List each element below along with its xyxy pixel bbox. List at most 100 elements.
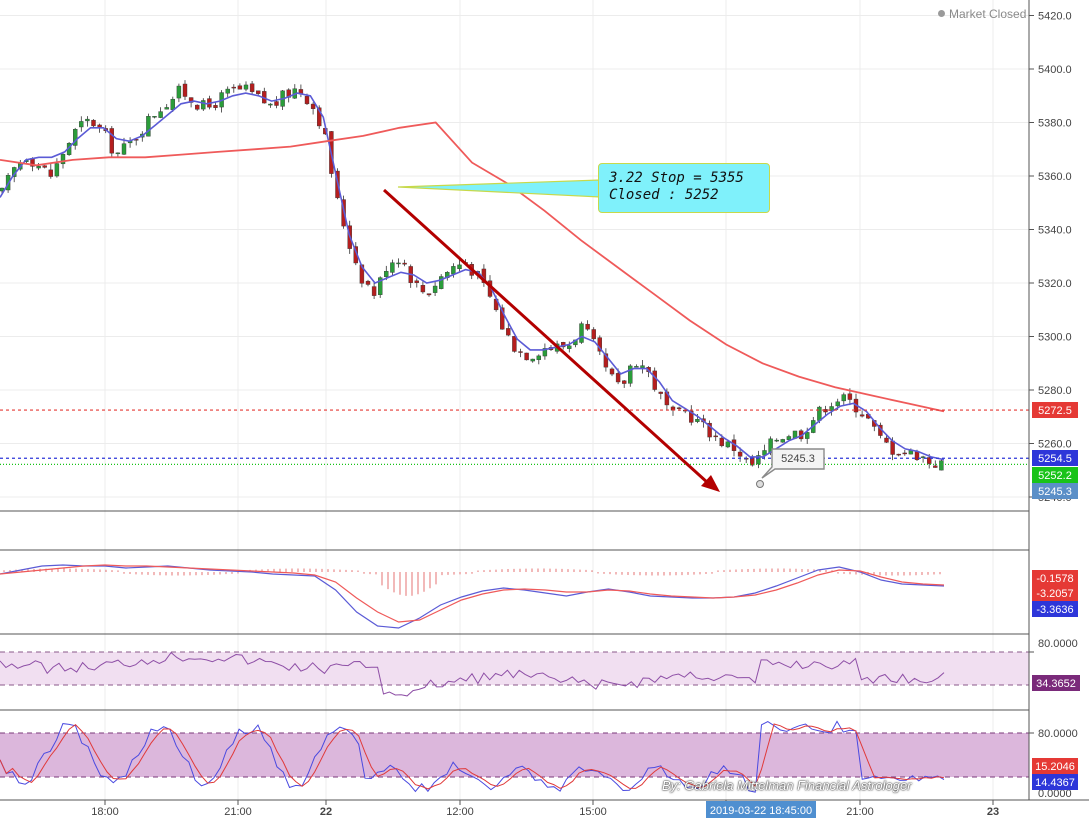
candle-bull (634, 366, 639, 368)
candle (274, 96, 279, 109)
candle-bull (115, 152, 121, 155)
time-tick-label: 22 (320, 806, 332, 818)
candle-bull (176, 85, 182, 99)
candle-bear (109, 128, 115, 154)
macd-value-label: -3.3636 (1036, 604, 1073, 616)
candle-bear (933, 465, 938, 468)
time-tick-label: 21:00 (846, 806, 874, 818)
price-tick-label: 5380.0 (1038, 118, 1072, 130)
candle (439, 274, 444, 290)
candle (243, 81, 249, 92)
candle (658, 391, 663, 400)
candle (225, 86, 230, 98)
candle (689, 405, 694, 426)
price-tag-label: 5245.3 (1038, 486, 1072, 498)
candle (194, 104, 200, 111)
candle-bull (396, 262, 401, 265)
candle-bear (420, 285, 426, 293)
crosshair-time-tag (706, 801, 816, 818)
candle-bear (609, 368, 615, 375)
candle (420, 280, 426, 294)
candle (530, 358, 535, 363)
candle (591, 327, 596, 342)
candle-bull (36, 165, 41, 169)
price-tag-label: 5272.5 (1038, 405, 1072, 417)
annotation-box[interactable]: 3.22 Stop = 5355 Closed : 5252 (598, 163, 770, 213)
candle (298, 84, 304, 98)
candle-bear (304, 95, 310, 105)
candle-bear (615, 373, 621, 383)
candle-bull (451, 266, 456, 275)
candle (609, 367, 615, 377)
candle (426, 293, 432, 297)
candle-bull (243, 84, 249, 90)
annotation-line-1: 3.22 Stop = 5355 (609, 170, 744, 186)
price-tick-label: 5280.0 (1038, 385, 1072, 397)
market-status: Market Closed (938, 7, 1026, 21)
candle-bull (536, 355, 541, 360)
candle-bull (170, 98, 176, 110)
candle (402, 259, 407, 267)
candle-bear (249, 83, 255, 92)
candle (158, 107, 163, 119)
candle (829, 402, 834, 416)
candle-bull (60, 153, 66, 165)
time-tick-label: 15:00 (579, 806, 607, 818)
candle-bull (54, 163, 60, 177)
indicator-lines (0, 92, 1029, 793)
candle-bull (920, 456, 926, 458)
candle (506, 322, 511, 337)
candle-bull (164, 107, 169, 110)
candle (780, 438, 785, 443)
candle-bull (725, 441, 731, 448)
candle-bear (518, 351, 523, 353)
candle (512, 336, 517, 353)
market-status-label: Market Closed (949, 7, 1027, 21)
candle (622, 380, 627, 388)
price-tag-label: 5254.5 (1038, 453, 1072, 465)
candle-bull (817, 406, 822, 421)
time-tick-label: 23 (987, 806, 999, 818)
candle-bull (152, 116, 157, 118)
candle-bull (939, 460, 944, 471)
candle-bear (500, 307, 505, 330)
candle (713, 430, 718, 442)
candle (109, 126, 115, 159)
candle (432, 281, 438, 296)
candle-bear (896, 453, 901, 456)
candle (292, 84, 297, 99)
candle (707, 420, 712, 442)
candle (262, 87, 267, 104)
candle (567, 341, 572, 353)
price-tick-label: 5360.0 (1038, 171, 1072, 183)
candle-bull (439, 276, 444, 289)
candle-bear (213, 105, 218, 108)
candle-bear (371, 286, 377, 296)
candle (176, 83, 182, 103)
candle (933, 460, 938, 468)
candle-bull (432, 285, 438, 293)
candle (127, 137, 133, 148)
candle (365, 279, 371, 287)
candle-bear (317, 107, 322, 127)
candle-bull (695, 419, 700, 422)
candle-bear (927, 457, 932, 464)
candle-bull (72, 129, 78, 146)
candle (585, 320, 590, 331)
low-marker-callout (761, 448, 825, 479)
candle-bear (707, 422, 712, 438)
candle-bear (884, 437, 889, 443)
candle (237, 83, 243, 90)
stoch-tick-label: 80.0000 (1038, 728, 1078, 740)
status-dot-icon (938, 10, 945, 17)
candle-bull (225, 88, 230, 94)
candle (579, 321, 584, 344)
candle (164, 104, 169, 110)
price-tick-label: 5320.0 (1038, 278, 1072, 290)
candle-bull (542, 348, 548, 357)
candle (902, 449, 907, 456)
candle-bull (579, 323, 584, 343)
candle-bear (689, 410, 694, 423)
price-tag (1032, 467, 1078, 483)
